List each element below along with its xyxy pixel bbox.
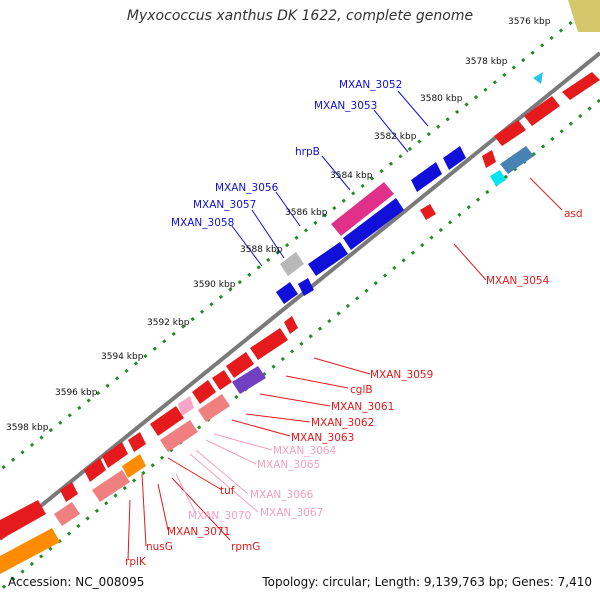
gene-blue-1[interactable] [443,146,466,170]
red-connectors [127,177,563,561]
gene-label-mxan-3054[interactable]: MXAN_3054 [486,275,550,287]
gene-label-cglb[interactable]: cglB [350,384,373,396]
gene-label-mxan-3071[interactable]: MXAN_3071 [167,526,230,538]
kbp-label: 3576 kbp [508,17,551,27]
gene-label-mxan-3070[interactable]: MXAN_3070 [188,510,251,522]
gene-label-mxan-3052[interactable]: MXAN_3052 [339,79,402,91]
gene-blue-2[interactable] [411,162,442,192]
blue-connectors [231,90,429,267]
kbp-label: 3582 kbp [374,132,417,142]
gene-label-mxan-3053[interactable]: MXAN_3053 [314,100,377,112]
gene-steel[interactable] [500,146,534,174]
gene-label-mxan-3056[interactable]: MXAN_3056 [215,182,279,194]
pink-connectors [175,433,273,515]
accession-text: Accession: NC_008095 [8,575,145,589]
gene-orange-1[interactable] [122,454,146,478]
kbp-label: 3590 kbp [193,280,236,290]
gene-cyan-small[interactable] [533,72,543,84]
gene-label-mxan-3067[interactable]: MXAN_3067 [260,507,323,519]
gene-label-nusg[interactable]: nusG [146,541,173,553]
gene-label-mxan-3063[interactable]: MXAN_3063 [291,432,354,444]
kbp-label: 3592 kbp [147,318,190,328]
gene-orange-2[interactable] [0,528,60,574]
gene-cyan[interactable] [490,170,506,186]
gene-blue-3[interactable] [343,198,404,250]
gene-pink-1[interactable] [198,394,230,422]
gene-red-7[interactable] [250,328,288,360]
gene-blue-4[interactable] [308,242,348,276]
gene-label-rplk[interactable]: rplK [125,556,147,568]
gene-red-3[interactable] [494,120,526,146]
gene-label-tuf[interactable]: tuf [220,485,235,497]
kbp-label: 3588 kbp [240,245,283,255]
gene-cglb[interactable] [232,366,266,394]
genome-summary: Topology: circular; Length: 9,139,763 bp… [262,575,592,589]
gene-label-mxan-3064[interactable]: MXAN_3064 [273,445,337,457]
gene-label-mxan-3059[interactable]: MXAN_3059 [370,369,433,381]
kbp-label: 3586 kbp [285,208,328,218]
gene-red-2[interactable] [524,96,560,126]
kbp-label: 3584 kbp [330,171,373,181]
gene-red-13[interactable] [102,442,128,468]
kbp-label: 3596 kbp [55,388,98,398]
gene-pink-small[interactable] [178,396,194,416]
gene-label-mxan-3057[interactable]: MXAN_3057 [193,199,256,211]
gene-label-mxan-3062[interactable]: MXAN_3062 [311,417,374,429]
gene-blue-5[interactable] [276,282,298,304]
kbp-label: 3580 kbp [420,94,463,104]
gene-khaki[interactable] [568,0,600,32]
gene-features [0,0,600,574]
gene-red-5[interactable] [420,204,436,220]
gene-pink-4[interactable] [54,502,80,526]
gene-red-6[interactable] [284,316,298,334]
outer-tick-track [0,0,600,472]
map-title: Myxococcus xanthus DK 1622, complete gen… [126,8,474,24]
gene-red-16[interactable] [0,500,46,540]
gene-label-hrpb[interactable]: hrpB [295,146,320,158]
gene-label-asd[interactable]: asd [564,208,583,220]
gene-red-1[interactable] [562,72,600,100]
gene-red-12[interactable] [128,432,146,452]
gene-red-10[interactable] [192,380,216,404]
gene-pink-2[interactable] [160,420,198,452]
gene-label-mxan-3061[interactable]: MXAN_3061 [331,401,394,413]
gene-red-4[interactable] [482,150,496,168]
gene-label-mxan-3058[interactable]: MXAN_3058 [171,217,234,229]
gene-red-8[interactable] [226,352,254,378]
gene-labels: MXAN_3052 MXAN_3053 hrpB MXAN_3056 MXAN_… [125,79,583,568]
kbp-label: 3578 kbp [465,57,508,67]
gene-magenta[interactable] [331,182,394,236]
gene-red-9[interactable] [212,370,232,390]
gene-gray[interactable] [280,252,304,276]
kbp-label: 3598 kbp [6,423,49,433]
gene-blue-6[interactable] [298,278,314,296]
kbp-label: 3594 kbp [101,352,144,362]
gene-label-mxan-3066[interactable]: MXAN_3066 [250,489,314,501]
kbp-scale: 3576 kbp 3578 kbp 3580 kbp 3582 kbp 3584… [6,17,551,433]
gene-red-14[interactable] [84,458,106,482]
gene-red-15[interactable] [60,482,78,502]
gene-red-11[interactable] [150,406,184,436]
gene-label-mxan-3065[interactable]: MXAN_3065 [257,459,320,471]
gene-pink-3[interactable] [92,470,130,502]
gene-label-rpmg[interactable]: rpmG [231,541,260,553]
